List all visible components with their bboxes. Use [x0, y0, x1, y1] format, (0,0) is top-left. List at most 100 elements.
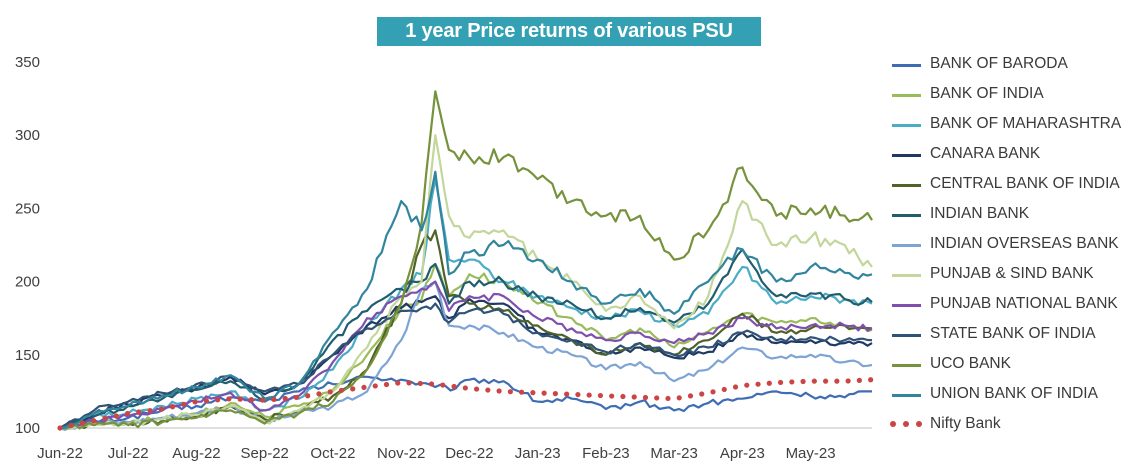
series-point — [721, 386, 727, 393]
legend-swatch — [892, 94, 921, 97]
series-point — [609, 393, 615, 399]
legend-label: BANK OF BARODA — [930, 55, 1068, 72]
series-point — [237, 396, 243, 402]
series-point — [620, 393, 626, 400]
series-point — [406, 380, 412, 386]
x-tick-label: Sep-22 — [241, 445, 289, 462]
y-tick-label: 100 — [15, 420, 40, 437]
series-point — [811, 378, 817, 384]
series-point — [350, 386, 356, 392]
x-tick-label: Dec-22 — [445, 445, 493, 462]
chart-title: 1 year Price returns of various PSU bank… — [377, 17, 761, 71]
series-point — [868, 377, 874, 383]
legend-swatch — [890, 420, 924, 430]
legend-label: Nifty Bank — [930, 415, 1001, 432]
series-point — [710, 389, 716, 395]
legend-swatch — [892, 244, 921, 247]
series-point — [158, 406, 164, 412]
series-point — [327, 389, 333, 395]
legend-label: BANK OF MAHARASHTRA — [930, 115, 1122, 132]
series-point — [856, 377, 862, 383]
series-point — [226, 396, 232, 402]
series-point — [541, 390, 547, 396]
legend-swatch — [892, 154, 921, 157]
series-point — [383, 381, 390, 388]
legend-swatch — [892, 124, 921, 127]
x-tick-label: May-23 — [786, 445, 836, 462]
series-point — [169, 404, 176, 410]
series-point — [654, 395, 660, 401]
series-point — [113, 413, 119, 419]
legend-item: Nifty Bank — [886, 410, 1131, 440]
legend-label: PUNJAB & SIND BANK — [930, 265, 1094, 282]
series-point — [777, 379, 784, 386]
series-point — [834, 378, 840, 384]
series-point — [552, 391, 558, 397]
x-tick-label: Feb-23 — [582, 445, 630, 462]
x-tick-label: Oct-22 — [310, 445, 355, 462]
series-point — [260, 397, 266, 403]
legend-label: STATE BANK OF INDIA — [930, 325, 1096, 342]
series-point — [361, 384, 367, 391]
series-point — [496, 388, 502, 394]
series-point — [372, 383, 378, 389]
legend-swatch — [892, 304, 921, 307]
legend: BANK OF BARODA BANK OF INDIA BANK OF MAHAR… — [886, 50, 1131, 440]
legend-label: CENTRAL BANK OF INDIA — [930, 175, 1120, 192]
series-point — [451, 383, 457, 390]
x-tick-label: Aug-22 — [172, 445, 220, 462]
series-point — [744, 382, 750, 388]
series-point — [485, 387, 491, 393]
legend-swatch — [892, 214, 921, 217]
x-tick-label: Mar-23 — [650, 445, 698, 462]
x-axis-ticks: Jun-22 Jul-22 Aug-22 Sep-22 Oct-22 Nov-22 Dec-… — [37, 445, 836, 462]
series-line — [59, 134, 873, 431]
series-point — [473, 386, 480, 392]
series-point — [800, 378, 806, 385]
series-point — [823, 378, 829, 384]
x-tick-label: Apr-23 — [720, 445, 765, 462]
series-point — [631, 394, 637, 400]
legend-item: BANK OF INDIA — [886, 80, 1131, 110]
x-tick-label: Nov-22 — [377, 445, 425, 462]
series-line — [57, 377, 874, 431]
legend-label: PUNJAB NATIONAL BANK — [930, 295, 1118, 312]
series-line — [59, 90, 873, 430]
y-tick-label: 250 — [15, 200, 40, 217]
legend-item: PUNJAB NATIONAL BANK — [886, 290, 1131, 320]
y-tick-label: 150 — [15, 347, 40, 364]
series-point — [597, 392, 604, 399]
legend-swatch — [892, 334, 921, 337]
series-point — [766, 380, 772, 386]
series-point — [699, 391, 705, 397]
legend-label: UCO BANK — [930, 355, 1011, 372]
series-point — [665, 395, 671, 402]
legend-label: UNION BANK OF INDIA — [930, 385, 1098, 402]
legend-item: CENTRAL BANK OF INDIA — [886, 170, 1131, 200]
legend-swatch — [892, 274, 921, 277]
series-point — [519, 389, 525, 395]
series-line — [59, 229, 873, 430]
series-point — [305, 393, 311, 399]
series-point — [428, 381, 435, 387]
series-point — [79, 420, 86, 426]
series-point — [732, 384, 739, 390]
legend-label: INDIAN OVERSEAS BANK — [930, 235, 1119, 252]
series-point — [215, 397, 221, 403]
line-chart: 100 150 200 250 300 350 Jun-22 Jul-22 Aug-22 Sep… — [15, 54, 874, 462]
series-line — [59, 248, 873, 430]
series-point — [845, 378, 851, 384]
series-point — [68, 422, 74, 429]
legend-swatch — [892, 394, 921, 397]
legend-dot — [903, 421, 909, 427]
legend-item: STATE BANK OF INDIA — [886, 320, 1131, 350]
series-point — [57, 425, 63, 431]
legend-item: UNION BANK OF INDIA — [886, 380, 1131, 410]
legend-item: UCO BANK — [886, 350, 1131, 380]
series-point — [102, 415, 108, 421]
series-point — [124, 410, 131, 417]
series-point — [462, 385, 468, 391]
legend-label: CANARA BANK — [930, 145, 1041, 162]
series-point — [91, 418, 97, 424]
legend-item: INDIAN BANK — [886, 200, 1131, 230]
